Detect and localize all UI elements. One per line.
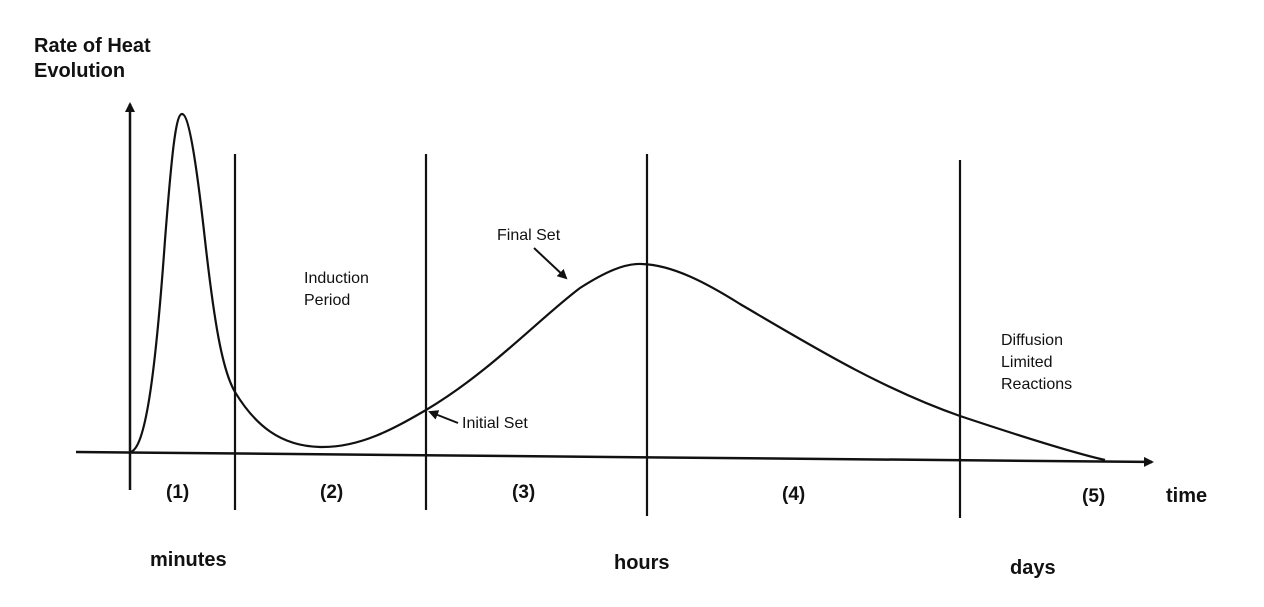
phase-label-5: (5) [1082,486,1105,507]
phase-label-1: (1) [166,482,189,503]
time-unit-minutes: minutes [150,549,227,571]
induction-period-label-line2: Period [304,292,350,309]
phase-label-2: (2) [320,482,343,503]
final-set-arrow [533,247,568,280]
x-axis [75,450,1154,467]
diffusion-label-line1: Diffusion [1001,332,1063,349]
heat-evolution-curve [129,112,1106,462]
diffusion-label-line3: Reactions [1001,376,1072,393]
initial-set-arrow [428,410,459,424]
x-axis-title: time [1166,485,1207,507]
diffusion-label-line2: Limited [1001,354,1053,371]
induction-period-label-line1: Induction [304,270,369,287]
initial-set-label: Initial Set [462,415,528,432]
phase-label-3: (3) [512,482,535,503]
time-unit-hours: hours [614,552,670,574]
time-unit-days: days [1010,557,1056,579]
phase-label-4: (4) [782,484,805,505]
y-axis-title-line2: Evolution [34,60,125,82]
final-set-label: Final Set [497,227,561,244]
y-axis-title-line1: Rate of Heat [34,35,151,57]
